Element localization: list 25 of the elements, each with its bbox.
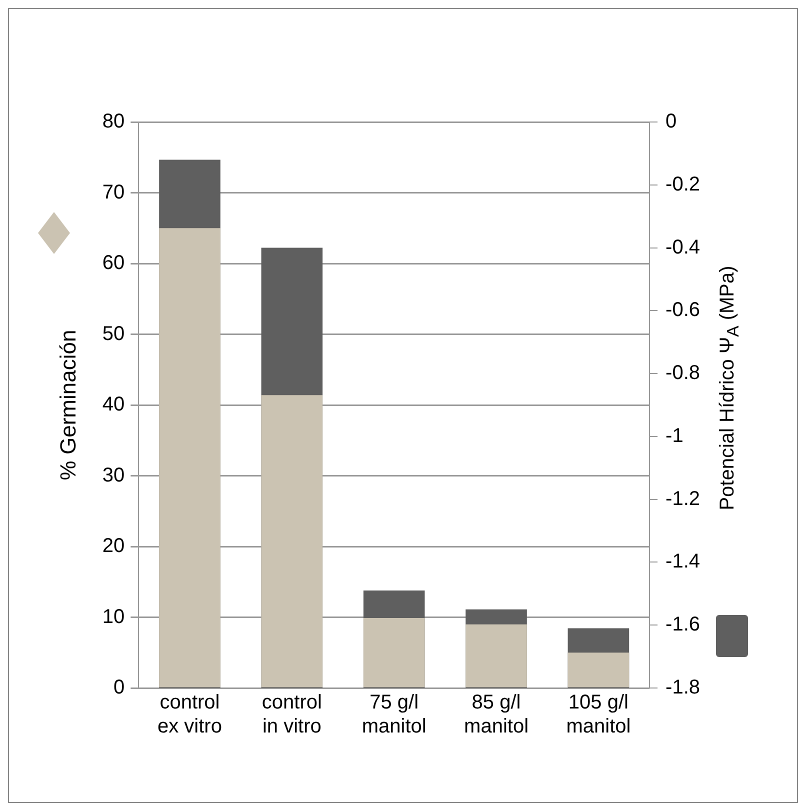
y2-tick-label: -1 bbox=[666, 424, 684, 447]
y2-tick-label: -0.6 bbox=[666, 299, 700, 322]
y2-tick-label: -1.2 bbox=[666, 488, 700, 510]
y2-tick-label: -0.8 bbox=[666, 362, 700, 384]
y-tick-label: 40 bbox=[102, 394, 125, 416]
y2-tick-label: -1.6 bbox=[666, 614, 700, 636]
y2-tick-label: -0.2 bbox=[666, 173, 700, 196]
y-tick-label: 70 bbox=[102, 181, 125, 204]
y-tick-label: 80 bbox=[102, 110, 125, 133]
y-tick-label: 30 bbox=[102, 464, 125, 486]
y-tick-label: 0 bbox=[114, 676, 125, 699]
x-tick-label: 105 g/l manitol bbox=[566, 692, 631, 738]
x-tick-label: 85 g/l manitol bbox=[464, 692, 529, 738]
y-axis-title: % Germinación bbox=[55, 330, 80, 480]
y-tick-label: 50 bbox=[102, 322, 125, 345]
y2-tick-label: -0.4 bbox=[666, 236, 700, 258]
y2-tick-label: 0 bbox=[666, 110, 677, 133]
x-tick-label: control ex vitro bbox=[158, 692, 222, 738]
x-tick-label: 75 g/l manitol bbox=[362, 692, 426, 738]
y2-tick-label: -1.4 bbox=[666, 550, 700, 573]
y-tick-label: 20 bbox=[102, 535, 125, 558]
x-tick-label: control in vitro bbox=[262, 692, 322, 738]
y2-tick-label: -1.8 bbox=[666, 676, 700, 699]
y-tick-label: 60 bbox=[102, 252, 125, 274]
y-tick-label: 10 bbox=[102, 606, 125, 628]
